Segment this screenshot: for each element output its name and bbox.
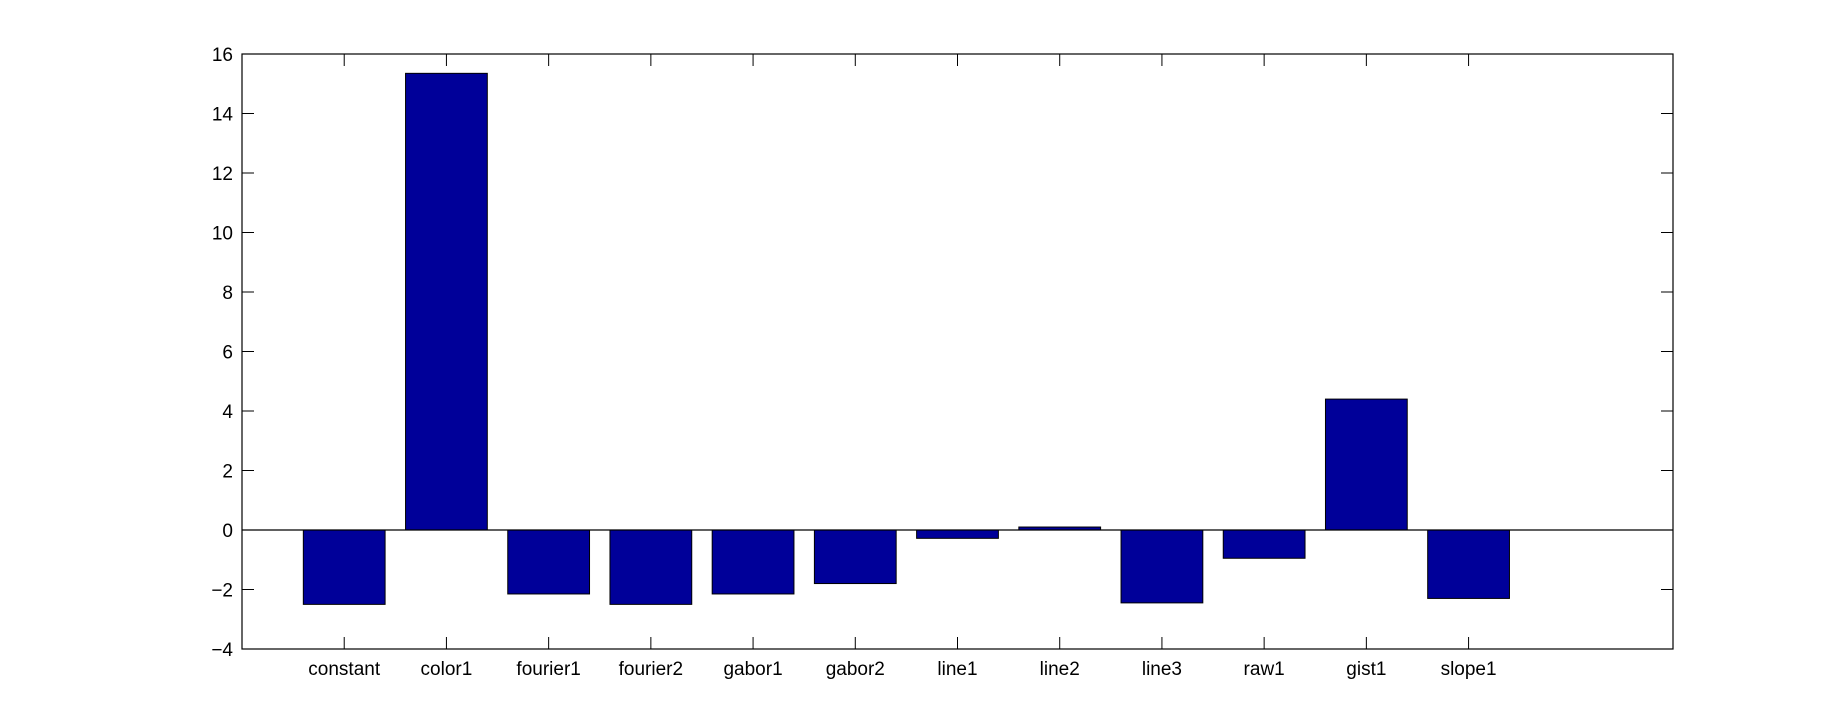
y-tick-label: 0 [222, 521, 233, 542]
y-tick-label: 8 [222, 283, 233, 304]
bar-slope1 [1427, 529, 1510, 599]
axis-ticks-group [242, 53, 1673, 650]
y-tick-labels-group: −4 −2 0 2 4 6 8 10 12 14 16 [211, 45, 233, 661]
x-tick-label-constant: constant [308, 659, 381, 680]
x-tick-label-gist1: gist1 [1346, 659, 1386, 680]
y-tick-label: 2 [222, 462, 233, 483]
x-tick-label-raw1: raw1 [1244, 659, 1285, 680]
x-tick-label-slope1: slope1 [1441, 659, 1497, 680]
y-tick-label: 14 [212, 105, 234, 126]
bar-line1 [916, 529, 999, 539]
x-tick-label-line2: line2 [1040, 659, 1080, 680]
bar-line3 [1120, 529, 1204, 604]
y-tick-label: −2 [211, 581, 233, 602]
y-tick-label: 4 [222, 402, 233, 423]
bar-gist1 [1324, 398, 1408, 531]
x-tick-label-fourier1: fourier1 [516, 659, 580, 680]
x-tick-label-fourier2: fourier2 [619, 659, 683, 680]
y-tick-label: −4 [211, 640, 233, 661]
bar-raw1 [1222, 529, 1306, 559]
x-tick-label-line1: line1 [937, 659, 977, 680]
y-tick-label: 16 [212, 45, 233, 66]
x-tick-label-gabor1: gabor1 [723, 659, 782, 680]
bar-gabor2 [813, 529, 897, 585]
y-tick-label: 12 [212, 164, 233, 185]
bar-gabor1 [711, 529, 795, 595]
x-tick-labels-group: constant color1 fourier1 fourier2 gabor1 gabo… [308, 659, 1496, 680]
axes-box [241, 53, 1674, 650]
x-tick-label-color1: color1 [421, 659, 473, 680]
bar-color1 [405, 72, 488, 531]
bar-constant [302, 529, 386, 605]
x-tick-label-line3: line3 [1142, 659, 1182, 680]
x-tick-label-gabor2: gabor2 [826, 659, 885, 680]
bar-fourier2 [609, 529, 693, 605]
y-tick-label: 6 [222, 343, 233, 364]
bar-fourier1 [507, 529, 591, 595]
bars-group [302, 72, 1510, 605]
y-tick-label: 10 [212, 224, 233, 245]
